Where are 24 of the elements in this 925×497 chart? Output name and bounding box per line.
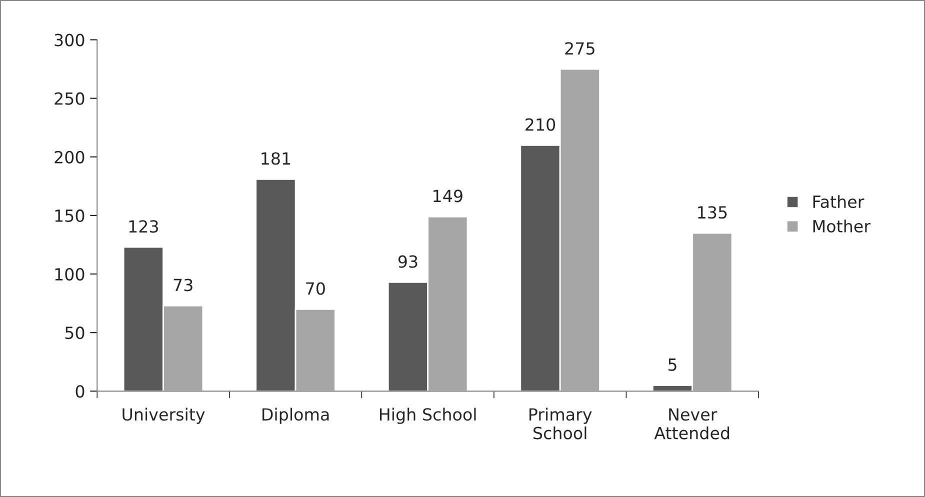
- y-tick-label: 250: [54, 92, 84, 105]
- y-tick-label: 200: [54, 150, 84, 164]
- data-label: 73: [174, 278, 192, 292]
- legend-label: Father: [813, 195, 864, 208]
- data-label: 275: [565, 42, 594, 55]
- x-tick-label: Never Attended: [654, 408, 730, 440]
- y-tick-label: 50: [65, 326, 84, 340]
- legend-label: Mother: [813, 220, 871, 233]
- y-tick-label: 100: [55, 268, 84, 281]
- x-tick-label: Diploma: [262, 408, 329, 424]
- data-label: 123: [129, 220, 158, 233]
- data-label: 181: [262, 152, 290, 165]
- y-tick-label: 300: [54, 34, 84, 46]
- data-label: 70: [306, 282, 325, 295]
- x-tick-label: Primary School: [530, 408, 592, 440]
- y-tick-label: 0: [76, 385, 84, 398]
- data-label: 135: [698, 206, 727, 219]
- x-tick-label: University: [122, 408, 205, 424]
- data-label: 210: [526, 118, 556, 131]
- data-label: 93: [398, 255, 418, 268]
- y-tick-label: 150: [55, 209, 84, 222]
- data-label: 5: [668, 358, 676, 371]
- x-tick-label: High School: [380, 408, 476, 424]
- data-label: 149: [434, 190, 462, 202]
